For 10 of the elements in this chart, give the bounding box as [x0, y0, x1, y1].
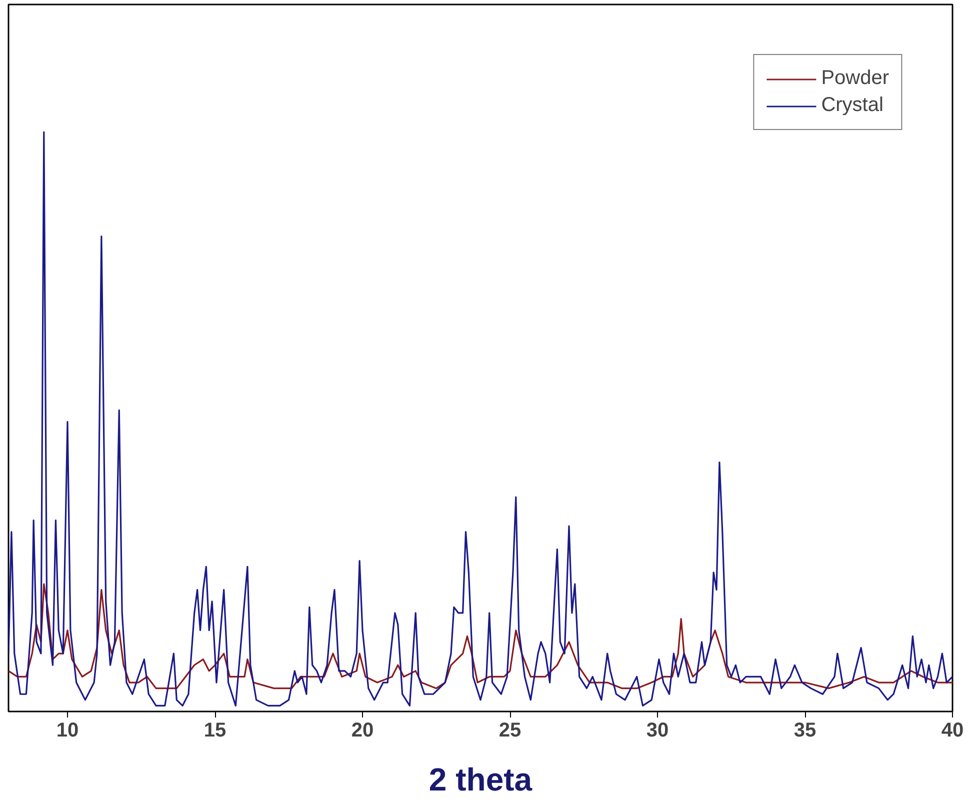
x-tick-label: 15 — [204, 720, 226, 742]
x-tick-label: 35 — [794, 720, 816, 742]
x-tick-label: 25 — [498, 720, 522, 742]
x-tick-label: 40 — [941, 720, 964, 742]
legend-label: Crystal — [821, 94, 884, 117]
x-tick-label: 10 — [56, 720, 79, 742]
x-axis-title: 2 theta — [428, 762, 532, 798]
x-tick-label: 30 — [646, 720, 669, 742]
x-tick-label: 20 — [351, 720, 374, 742]
legend-label: Powder — [821, 67, 889, 90]
